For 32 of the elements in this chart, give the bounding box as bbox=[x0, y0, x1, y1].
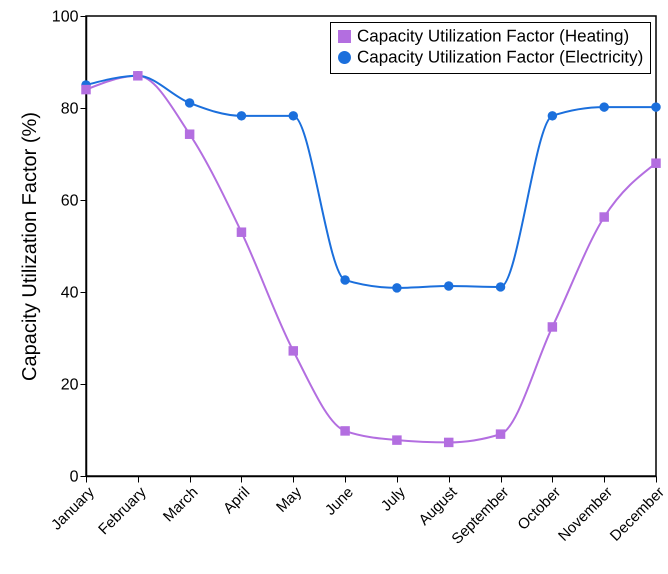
point bbox=[599, 102, 609, 112]
point bbox=[184, 129, 194, 139]
y-tick-label: 0 bbox=[70, 468, 79, 486]
point bbox=[444, 438, 454, 448]
point bbox=[340, 426, 350, 436]
point bbox=[651, 102, 661, 112]
y-tick-label: 60 bbox=[60, 192, 79, 210]
point bbox=[236, 227, 246, 237]
point bbox=[392, 435, 402, 445]
legend-label: Capacity Utilization Factor (Heating) bbox=[357, 26, 630, 46]
point bbox=[444, 281, 454, 291]
point bbox=[288, 346, 298, 356]
x-tick-label: May bbox=[273, 483, 306, 516]
point bbox=[184, 98, 194, 108]
point bbox=[548, 322, 558, 332]
y-tick-label: 40 bbox=[60, 284, 79, 302]
point bbox=[236, 111, 246, 121]
point bbox=[599, 212, 609, 222]
y-axis-title: Capacity Utilization Factor (%) bbox=[18, 112, 41, 381]
point bbox=[548, 111, 558, 121]
legend-label: Capacity Utilization Factor (Electricity) bbox=[357, 48, 644, 66]
point bbox=[81, 84, 91, 94]
point bbox=[392, 283, 402, 293]
point bbox=[288, 111, 298, 121]
y-tick-label: 100 bbox=[52, 8, 79, 26]
point bbox=[651, 158, 661, 168]
x-tick-label: July bbox=[378, 483, 410, 515]
point bbox=[496, 282, 506, 292]
y-tick-label: 20 bbox=[60, 376, 79, 394]
y-tick-label: 80 bbox=[60, 100, 79, 118]
point bbox=[340, 275, 350, 285]
point bbox=[496, 429, 506, 439]
